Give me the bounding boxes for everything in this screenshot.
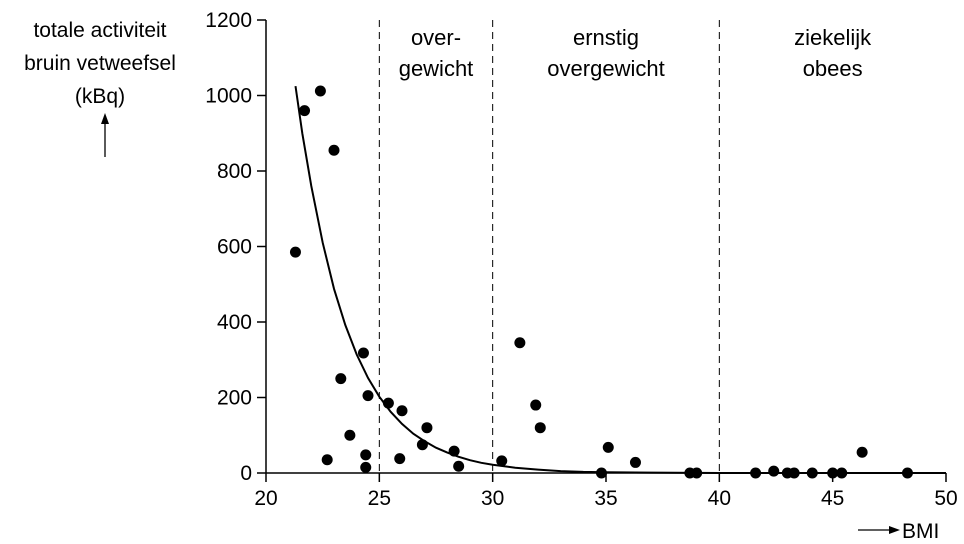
data-point	[416, 439, 428, 451]
data-point	[806, 467, 818, 479]
data-point	[530, 399, 542, 411]
region-label-line: ziekelijk	[794, 25, 872, 50]
y-axis-label-line: (kBq)	[75, 85, 125, 108]
y-tick-label: 800	[217, 160, 252, 183]
data-point	[382, 397, 394, 409]
data-point	[827, 467, 839, 479]
y-tick-label: 400	[217, 311, 252, 334]
data-point	[289, 246, 301, 258]
y-axis-label-line: totale activiteit	[33, 19, 166, 42]
data-point	[453, 460, 465, 472]
data-point	[788, 467, 800, 479]
y-axis-arrow-icon	[101, 113, 109, 157]
region-label-line: over-	[411, 25, 461, 50]
y-tick-label: 200	[217, 387, 252, 410]
data-point	[836, 467, 848, 479]
data-point	[602, 441, 614, 453]
region-label-line: ernstig	[573, 25, 639, 50]
data-point	[514, 337, 526, 349]
data-point	[768, 465, 780, 477]
y-axis-label: totale activiteit bruin vetweefsel (kBq)	[24, 19, 176, 157]
data-point	[344, 429, 356, 441]
x-tick-label: 50	[934, 487, 957, 510]
data-point	[421, 422, 433, 434]
region-label-line: obees	[803, 56, 863, 81]
trend-curve	[294, 85, 946, 474]
data-point	[691, 467, 703, 479]
y-tick-label: 0	[240, 462, 252, 485]
data-point	[448, 445, 460, 457]
x-tick-label: 30	[481, 487, 504, 510]
y-axis-label-line: bruin vetweefsel	[24, 52, 176, 75]
x-axis-arrow-icon	[858, 526, 900, 534]
data-point	[750, 467, 762, 479]
data-point	[299, 105, 311, 117]
x-tick-label: 40	[708, 487, 731, 510]
data-point	[328, 144, 340, 156]
data-point	[496, 455, 508, 467]
data-point	[321, 454, 333, 466]
data-point	[629, 456, 641, 468]
data-point	[534, 422, 546, 434]
data-point	[856, 446, 868, 458]
region-label-line: overgewicht	[547, 56, 664, 81]
x-tick-label: 35	[594, 487, 617, 510]
x-tick-label: 45	[821, 487, 844, 510]
y-tick-label: 1200	[205, 9, 252, 32]
x-axis-label: BMI	[858, 520, 939, 543]
y-tick-label: 1000	[205, 85, 252, 108]
x-axis-label-text: BMI	[902, 520, 939, 543]
data-point	[362, 390, 374, 402]
data-point	[595, 467, 607, 479]
x-axis-ticks: 20 25 30 35 40 45 50	[254, 473, 958, 510]
region-boundaries	[378, 20, 720, 473]
data-point	[357, 347, 369, 359]
y-tick-label: 600	[217, 236, 252, 259]
data-point	[360, 449, 372, 461]
data-points	[289, 85, 913, 479]
data-point	[396, 405, 408, 417]
data-point	[360, 461, 372, 473]
data-point	[394, 453, 406, 465]
data-point	[901, 467, 913, 479]
x-tick-label: 25	[368, 487, 391, 510]
x-tick-label: 20	[254, 487, 277, 510]
y-axis-ticks: 0 200 400 600 800 1000 1200	[205, 9, 266, 485]
data-point	[314, 85, 326, 97]
axes	[265, 20, 946, 474]
region-labels: over-gewicht ernstig overgewicht ziekelijk o…	[399, 25, 872, 81]
data-point	[335, 373, 347, 385]
region-label-line: gewicht	[399, 56, 474, 81]
